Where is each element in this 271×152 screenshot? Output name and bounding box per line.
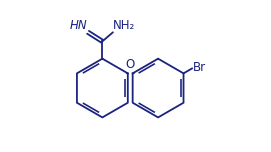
Text: HN: HN [70, 19, 87, 32]
Text: O: O [125, 58, 135, 71]
Text: Br: Br [192, 61, 206, 74]
Text: NH₂: NH₂ [113, 19, 136, 32]
